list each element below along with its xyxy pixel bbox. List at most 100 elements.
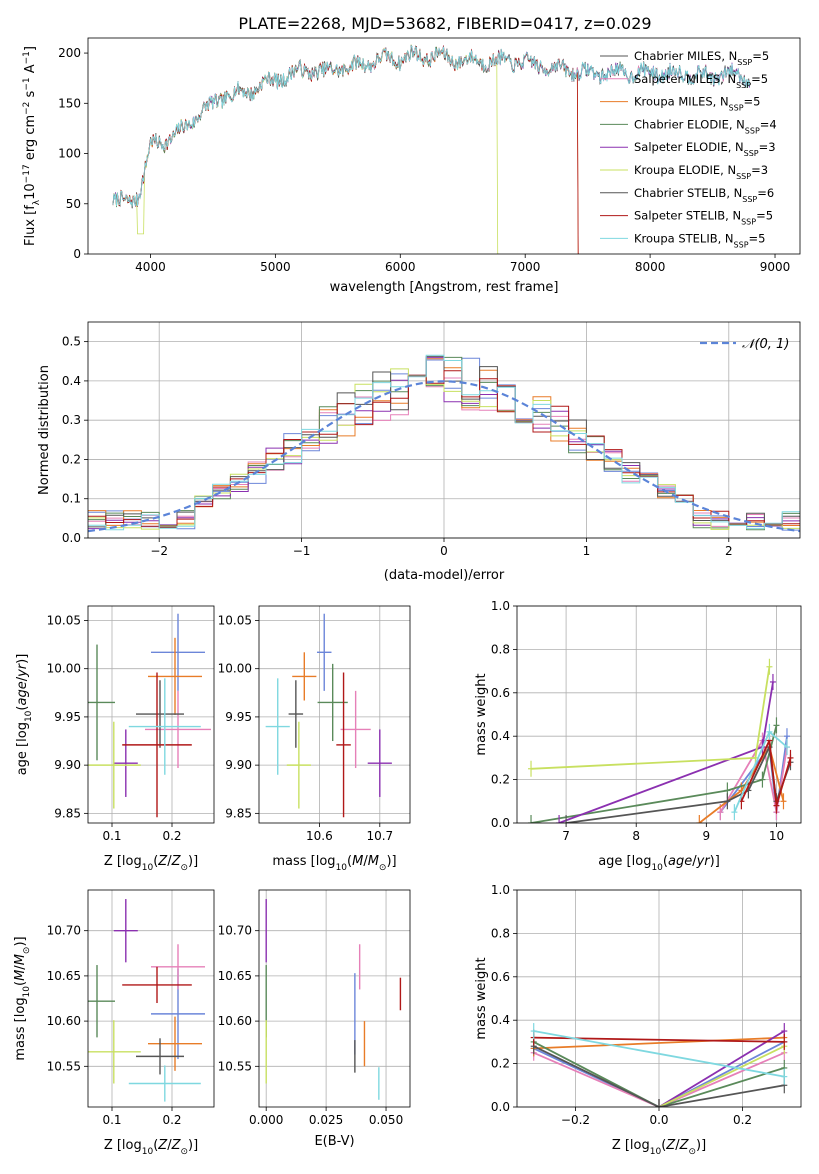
data-point <box>113 899 138 963</box>
x-tick-label: 0.1 <box>102 1113 121 1127</box>
legend: Chabrier MILES, NSSP=5 Salpeter MILES, NS… <box>600 49 777 249</box>
data-point <box>88 721 141 809</box>
y-tick-label: 1.0 <box>491 599 510 613</box>
data-point <box>136 1038 184 1075</box>
series-line <box>658 1030 785 1107</box>
x-tick-label: 7 <box>562 829 570 843</box>
axes-frame <box>87 605 215 824</box>
y-tick-label: 0.0 <box>491 1100 510 1114</box>
y-tick-label: 200 <box>58 46 81 60</box>
series-line <box>530 666 771 770</box>
x-tick-label: −2 <box>150 544 168 558</box>
y-tick-label: 0.2 <box>491 1057 510 1071</box>
y-tick-label: 10.65 <box>47 969 81 983</box>
x-tick-label: 2 <box>725 544 733 558</box>
y-axis-label: Flux [fλ10−17 erg cm−2 s−1 A−1] <box>22 46 42 246</box>
x-tick-label: 0 <box>440 544 448 558</box>
x-axis-label: Z [log10(Z/Z⊙)] <box>104 1138 198 1157</box>
y-tick-label: 0.0 <box>491 816 510 830</box>
legend-label: Kroupa STELIB, NSSP=5 <box>634 231 765 249</box>
axes-frame <box>87 889 215 1108</box>
y-tick-label: 0.2 <box>62 452 81 466</box>
series-line <box>533 1036 785 1050</box>
y-tick-label: 1.0 <box>491 883 510 897</box>
chart-age-vs-Z: 0.1 0.2 9.85 9.90 9.95 10.00 10.05 Z [log10(Z/Z… <box>15 605 215 873</box>
x-tick-label: 1 <box>583 544 591 558</box>
data-point <box>336 672 351 818</box>
plot-area <box>528 658 794 823</box>
series-line <box>533 1051 785 1107</box>
x-axis-label: age [log10(age/yr)] <box>598 854 720 873</box>
x-axis-label: wavelength [Angstrom, rest frame] <box>330 280 559 295</box>
y-tick-label: 10.60 <box>47 1014 81 1028</box>
y-tick-label: 0.0 <box>62 531 81 545</box>
chart-mass-vs-Z: 0.1 0.2 10.55 10.60 10.65 10.70 Z [log10(Z/Z⊙)… <box>13 889 215 1157</box>
x-tick-label: 6000 <box>385 260 416 274</box>
series-line <box>112 44 500 254</box>
series-line <box>533 1041 785 1107</box>
legend-label: Chabrier MILES, NSSP=5 <box>634 49 769 67</box>
data-point <box>113 729 138 797</box>
y-tick-label: 10.55 <box>218 1059 252 1073</box>
y-tick-label: 9.95 <box>225 710 252 724</box>
plot-area <box>530 1023 788 1107</box>
plot-area <box>88 613 211 818</box>
legend-label: Salpeter ELODIE, NSSP=3 <box>634 140 776 158</box>
histogram-step <box>88 354 800 531</box>
data-point <box>88 644 115 761</box>
data-point <box>340 690 371 769</box>
y-tick-label: 0.4 <box>491 729 510 743</box>
series-line <box>533 1041 785 1107</box>
series-line <box>658 1045 785 1107</box>
data-point <box>148 637 202 715</box>
axes-frame <box>87 37 801 255</box>
y-tick-label: 10.70 <box>218 924 252 938</box>
legend: 𝒩(0, 1) <box>700 337 789 352</box>
data-point <box>122 672 192 818</box>
data-point <box>122 966 192 1004</box>
y-axis-label: Normed distribution <box>37 365 52 495</box>
y-tick-label: 10.55 <box>47 1059 81 1073</box>
axes-frame <box>516 605 802 824</box>
data-point <box>367 729 392 797</box>
y-tick-label: 0.2 <box>491 773 510 787</box>
x-tick-label: 0.0 <box>649 1113 668 1127</box>
axes-frame <box>87 321 801 539</box>
y-axis-label: mass weight <box>474 673 489 755</box>
y-tick-label: 0.6 <box>491 686 510 700</box>
data-point <box>151 944 205 990</box>
legend-label: Chabrier ELODIE, NSSP=4 <box>634 117 777 135</box>
y-tick-label: 10.05 <box>218 613 252 627</box>
legend-label: Chabrier STELIB, NSSP=6 <box>634 186 774 204</box>
x-tick-label: 5000 <box>260 260 291 274</box>
y-tick-label: 0.4 <box>62 374 81 388</box>
series-line <box>740 737 792 806</box>
x-axis-label: Z [log10(Z/Z⊙)] <box>104 854 198 873</box>
x-tick-label: 0.025 <box>309 1113 343 1127</box>
chart-mass-weight-vs-Z: −0.2 0.0 0.2 0.0 0.2 0.4 0.6 0.8 1.0 mass weight Z… <box>474 883 802 1157</box>
data-point <box>128 678 201 775</box>
figure-title: PLATE=2268, MJD=53682, FIBERID=0417, z=0… <box>238 14 651 33</box>
x-tick-label: 0.2 <box>733 1113 752 1127</box>
plot-area <box>265 899 402 1100</box>
data-point <box>317 663 348 742</box>
data-point <box>148 1016 202 1071</box>
y-tick-label: 10.00 <box>47 662 81 676</box>
y-tick-label: 9.85 <box>225 806 252 820</box>
y-tick-label: 10.60 <box>218 1014 252 1028</box>
series-line <box>112 45 579 254</box>
plot-area <box>88 899 205 1102</box>
y-tick-label: 9.95 <box>54 710 81 724</box>
x-tick-label: 0.1 <box>102 829 121 843</box>
x-tick-label: 9000 <box>760 260 791 274</box>
y-tick-label: 0.1 <box>62 492 81 506</box>
y-tick-label: 9.90 <box>225 758 252 772</box>
data-point <box>151 613 205 691</box>
chart-mass-vs-EBV: 0.000 0.025 0.050 10.55 10.60 10.65 10.70 E(B-V… <box>218 889 411 1149</box>
series-line <box>533 1030 785 1078</box>
series-line <box>533 1045 785 1107</box>
y-tick-label: 10.65 <box>218 969 252 983</box>
x-axis-label: Z [log10(Z/Z⊙)] <box>612 1138 706 1157</box>
x-tick-label: 0.2 <box>162 1113 181 1127</box>
chart-age-vs-mass: 10.6 10.7 9.85 9.90 9.95 10.00 10.05 mass [log1… <box>218 605 411 873</box>
